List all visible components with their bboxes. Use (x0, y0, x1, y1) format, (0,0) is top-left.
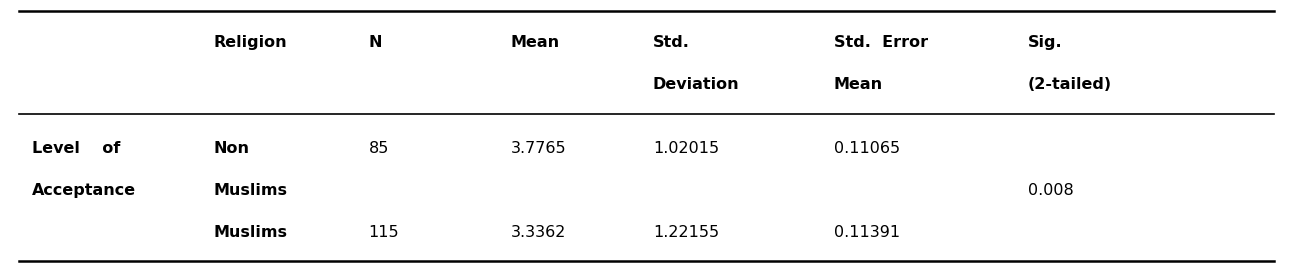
Text: Mean: Mean (511, 35, 560, 50)
Text: 0.008: 0.008 (1028, 183, 1073, 198)
Text: Sig.: Sig. (1028, 35, 1063, 50)
Text: 0.11065: 0.11065 (834, 141, 900, 156)
Text: Level    of: Level of (32, 141, 120, 156)
Text: Acceptance: Acceptance (32, 183, 137, 198)
Text: Deviation: Deviation (653, 77, 740, 92)
Text: N: N (369, 35, 381, 50)
Text: 1.02015: 1.02015 (653, 141, 719, 156)
Text: Std.: Std. (653, 35, 690, 50)
Text: Mean: Mean (834, 77, 883, 92)
Text: 1.22155: 1.22155 (653, 225, 719, 240)
Text: Muslims: Muslims (213, 225, 287, 240)
Text: Non: Non (213, 141, 250, 156)
Text: Religion: Religion (213, 35, 287, 50)
Text: Muslims: Muslims (213, 183, 287, 198)
Text: 3.3362: 3.3362 (511, 225, 566, 240)
Text: (2-tailed): (2-tailed) (1028, 77, 1112, 92)
Text: 85: 85 (369, 141, 389, 156)
Text: 115: 115 (369, 225, 400, 240)
Text: 3.7765: 3.7765 (511, 141, 566, 156)
Text: 0.11391: 0.11391 (834, 225, 900, 240)
Text: Std.  Error: Std. Error (834, 35, 928, 50)
